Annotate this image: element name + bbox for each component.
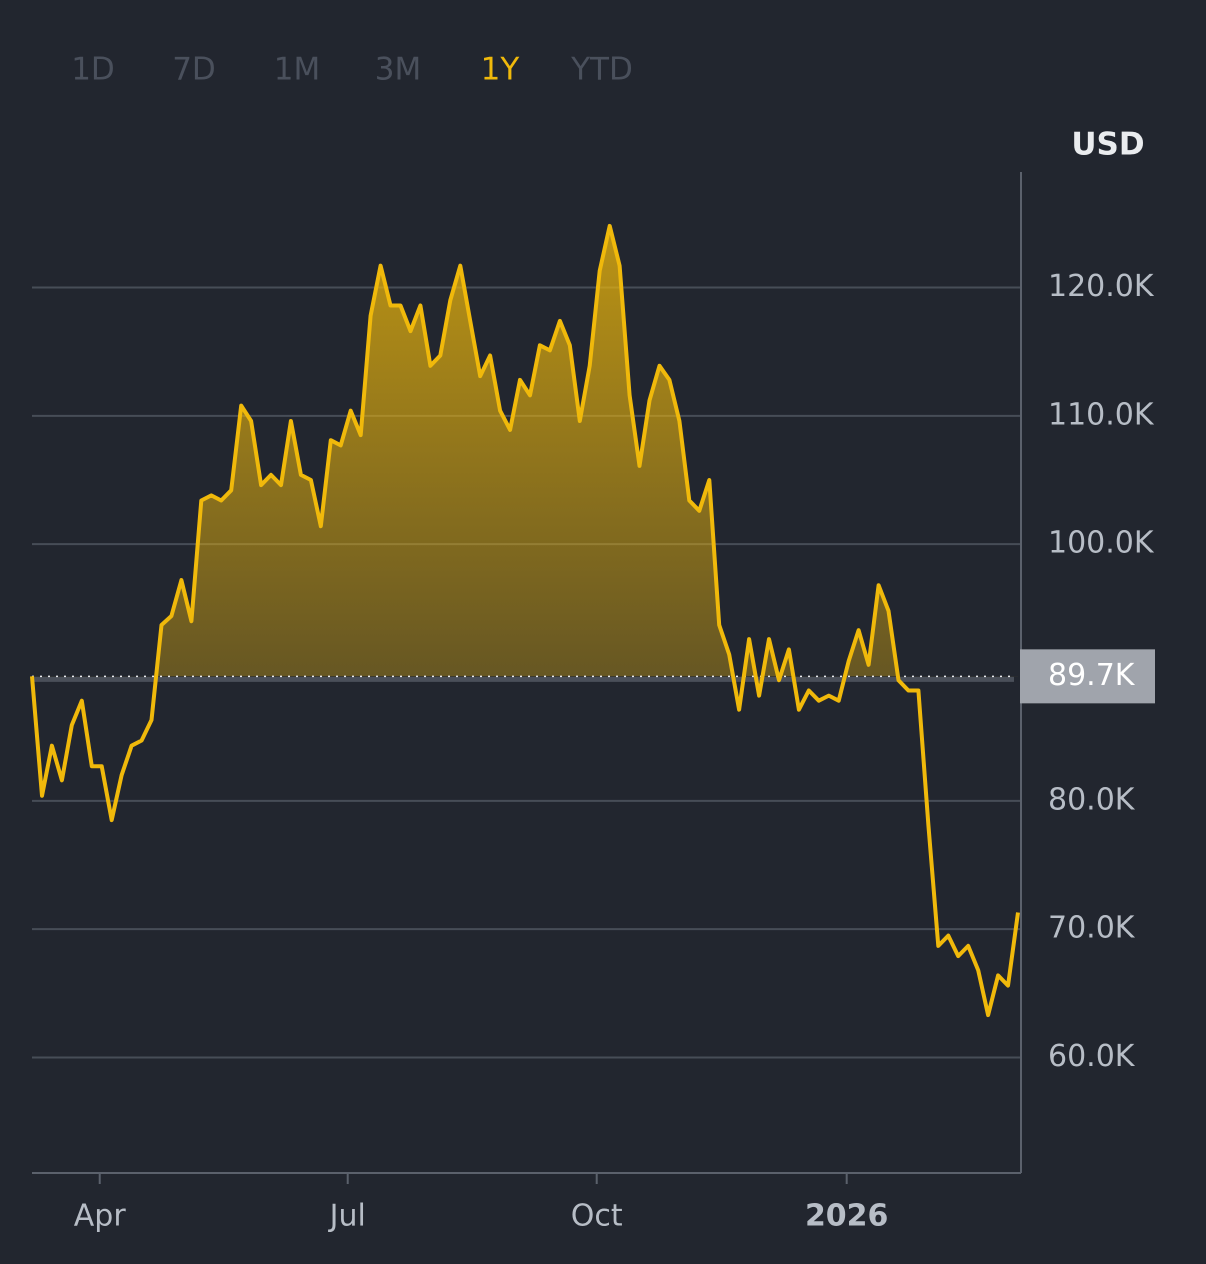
y-tick-label: 120.0K [1048,269,1155,304]
price-line [30,223,1020,1018]
x-tick-label: 2026 [805,1199,889,1234]
x-tick-label: Apr [74,1199,127,1234]
range-tab[interactable]: 3M [375,52,421,88]
y-tick-label: 80.0K [1048,782,1136,817]
current-price-box [1020,649,1155,704]
y-tick-label: 110.0K [1048,397,1155,432]
range-tabs: 1D 7D 1M 3M 1Y YTD [71,52,633,88]
range-tab[interactable]: YTD [570,52,633,88]
y-tick-label: 60.0K [1048,1039,1136,1074]
range-tab[interactable]: 1Y [481,52,520,88]
area-fill [32,225,1018,677]
axis-unit: USD [1071,127,1144,163]
y-tick-label: 70.0K [1048,911,1136,946]
y-tick-label: 100.0K [1048,526,1155,561]
range-tab[interactable]: 1M [274,52,320,88]
range-tab[interactable]: 1D [71,52,115,88]
range-tab[interactable]: 7D [172,52,216,88]
current-price-label: 89.7K [1048,658,1136,693]
x-tick-label: Jul [328,1199,366,1234]
x-tick-label: Oct [571,1199,623,1234]
